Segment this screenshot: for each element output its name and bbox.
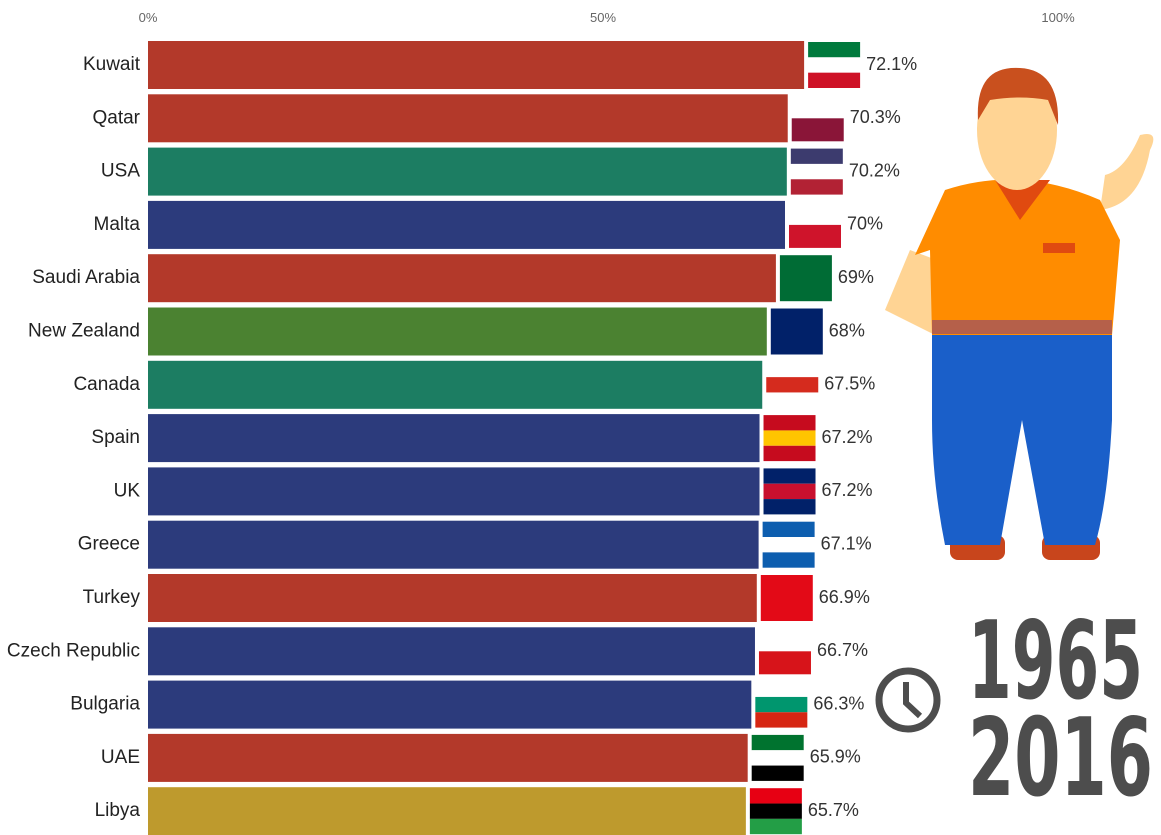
category-label: Qatar [92, 107, 140, 128]
flag-stripe [762, 552, 815, 568]
flag-stripe [749, 788, 802, 804]
flag-stripe [789, 224, 841, 248]
flag-stripe [789, 201, 841, 225]
flag-stripe [763, 468, 816, 484]
flag-stripe [791, 118, 844, 142]
flag-stripe [749, 818, 802, 835]
flag-stripe [751, 750, 804, 766]
flag-stripe [758, 628, 811, 652]
flag-stripe [749, 803, 802, 819]
bar [148, 307, 767, 356]
value-label: 67.5% [824, 374, 875, 394]
x-tick-label: 100% [1041, 10, 1075, 25]
flag-stripe [755, 696, 808, 713]
flag-stripe [762, 537, 815, 553]
bar [148, 41, 805, 89]
flag-stripe [790, 179, 843, 195]
category-label: Kuwait [83, 54, 141, 75]
bar [148, 574, 757, 622]
flag-stripe [751, 734, 804, 751]
bar [148, 254, 776, 303]
category-label: Libya [95, 800, 141, 821]
flag-stripe [758, 651, 811, 675]
value-label: 70% [847, 214, 883, 234]
category-label: UK [114, 480, 141, 501]
bar [148, 520, 759, 569]
value-label: 65.9% [810, 747, 861, 767]
value-label: 66.7% [817, 640, 868, 660]
value-label: 65.7% [808, 800, 859, 820]
clock-icon [875, 667, 941, 733]
flag-stripe [766, 361, 819, 378]
flag-stripe [755, 681, 808, 697]
value-label: 66.3% [813, 693, 864, 713]
bar [148, 467, 760, 516]
flag-stripe [755, 712, 808, 728]
flag-stripe [808, 72, 861, 88]
flag-stripe [763, 445, 816, 462]
flag-stripe [766, 392, 819, 408]
category-label: Turkey [83, 587, 141, 608]
value-label: 66.9% [819, 587, 870, 607]
flag-stripe [770, 331, 823, 355]
bar [148, 680, 752, 729]
flag-stripe [763, 430, 816, 446]
bar [148, 733, 748, 782]
value-label: 67.2% [822, 480, 873, 500]
value-label: 72.1% [866, 54, 917, 74]
flag-stripe [791, 95, 844, 119]
value-label: 70.3% [850, 107, 901, 127]
bar [148, 787, 746, 835]
category-label: Czech Republic [7, 640, 140, 661]
category-label: USA [101, 161, 140, 182]
flag-stripe [779, 255, 832, 302]
bar [148, 147, 787, 196]
category-label: Bulgaria [70, 694, 140, 715]
flag-stripe [763, 415, 816, 431]
bar [148, 360, 763, 409]
start-year: 1965 [968, 599, 1143, 724]
value-label: 70.2% [849, 160, 900, 180]
flag-stripe [751, 765, 804, 781]
flag-stripe [790, 148, 843, 164]
bar [148, 414, 760, 463]
category-label: Greece [78, 534, 140, 555]
end-year: 2016 [968, 696, 1153, 821]
x-tick-label: 50% [590, 10, 616, 25]
x-tick-label: 0% [139, 10, 158, 25]
plot: 0% 50% 100% Kuwait 72.1% Qatar 70.3% USA 70.2% Ma… [7, 10, 1075, 835]
flag-stripe [808, 42, 861, 58]
category-label: Saudi Arabia [32, 267, 140, 288]
flag-stripe [763, 483, 816, 500]
flag-stripe [762, 521, 815, 538]
value-label: 69% [838, 267, 874, 287]
flag-stripe [763, 499, 816, 515]
category-label: Malta [94, 214, 141, 235]
flag-stripe [790, 163, 843, 180]
flag-stripe [770, 308, 823, 332]
category-label: Canada [73, 374, 140, 395]
category-label: Spain [91, 427, 140, 448]
category-label: New Zealand [28, 321, 140, 342]
flag-stripe [760, 575, 813, 621]
bar [148, 627, 755, 676]
value-label: 67.2% [822, 427, 873, 447]
value-label: 67.1% [821, 533, 872, 553]
value-label: 68% [829, 320, 865, 340]
bar [148, 200, 785, 249]
flag-stripe [766, 377, 819, 393]
category-label: UAE [101, 747, 140, 768]
bar [148, 94, 788, 143]
flag-stripe [808, 57, 861, 73]
person-illustration [885, 67, 1154, 560]
